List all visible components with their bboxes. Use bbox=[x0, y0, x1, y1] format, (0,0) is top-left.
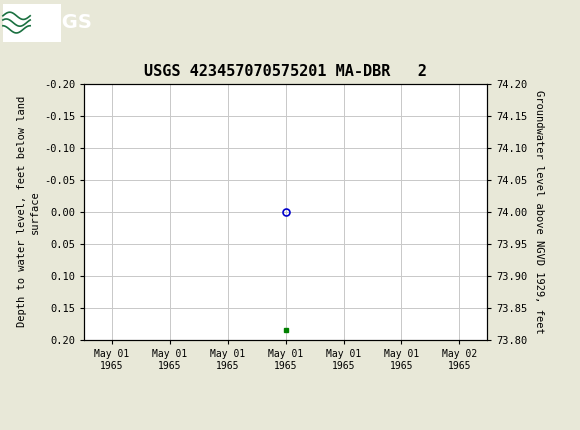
Y-axis label: Groundwater level above NGVD 1929, feet: Groundwater level above NGVD 1929, feet bbox=[534, 90, 545, 334]
FancyBboxPatch shape bbox=[3, 3, 61, 42]
Title: USGS 423457070575201 MA-DBR   2: USGS 423457070575201 MA-DBR 2 bbox=[144, 64, 427, 79]
Y-axis label: Depth to water level, feet below land
surface: Depth to water level, feet below land su… bbox=[17, 96, 39, 327]
Text: USGS: USGS bbox=[32, 13, 92, 32]
